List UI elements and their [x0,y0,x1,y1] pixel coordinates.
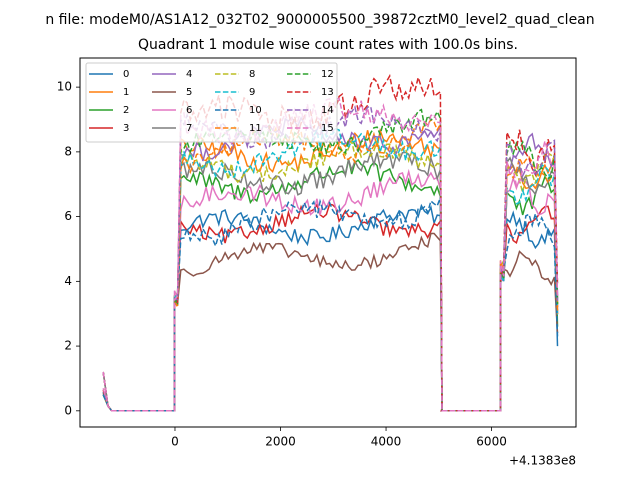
axes-frame [79,57,577,428]
x-tick-label: 6000 [476,435,507,449]
y-tick-label: 6 [64,209,72,223]
series-line-9 [102,126,559,412]
x-tick-label: 2000 [265,435,296,449]
x-axis: 0 2000 4000 6000 [171,427,507,449]
y-tick-label: 10 [57,80,72,94]
legend-label-10: 10 [249,105,262,116]
legend-label-14: 14 [321,105,334,116]
chart-title: Quadrant 1 module wise count rates with … [138,37,518,53]
legend-label-7: 7 [186,123,192,134]
y-tick-label: 4 [64,274,72,288]
legend-label-8: 8 [249,69,255,80]
y-tick-label: 8 [64,144,72,158]
y-axis: 0 2 4 6 8 10 [57,80,80,417]
series-line-0 [102,203,559,412]
legend-box [85,62,338,143]
legend-label-2: 2 [123,105,129,116]
series-line-10 [102,197,559,412]
legend-label-3: 3 [123,123,129,134]
series-line-6 [102,168,559,412]
y-tick-label: 2 [64,339,72,353]
legend-label-5: 5 [186,87,192,98]
series-line-15 [102,97,559,412]
x-tick-label: 0 [171,435,179,449]
y-tick-label: 0 [64,403,72,417]
legend-label-13: 13 [321,87,334,98]
series-line-8 [102,138,559,412]
series-line-2 [102,158,559,412]
legend-label-6: 6 [186,105,192,116]
legend-label-15: 15 [321,123,334,134]
series-line-11 [102,118,559,412]
series-line-14 [102,105,559,412]
series-line-1 [102,127,559,412]
x-axis-offset-label: +4.1383e8 [509,454,576,468]
legend-label-12: 12 [321,69,334,80]
figure-suptitle: n file: modeM0/AS1A12_032T02_9000005500_… [45,12,594,28]
legend-label-11: 11 [249,123,262,134]
series-line-7 [102,149,559,412]
x-tick-label: 4000 [371,435,402,449]
legend-label-4: 4 [186,69,192,80]
legend-label-0: 0 [123,69,129,80]
series-line-5 [102,232,559,412]
legend-label-1: 1 [123,87,129,98]
legend-label-9: 9 [249,87,255,98]
